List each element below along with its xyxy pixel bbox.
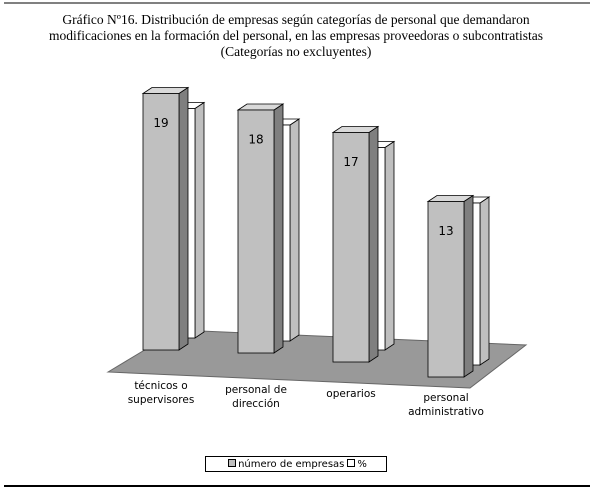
value-label: 18	[248, 133, 263, 147]
bar	[332, 132, 370, 363]
bar	[237, 109, 275, 354]
bar-side	[289, 118, 300, 342]
bar-side	[384, 140, 395, 351]
value-label: 17	[343, 155, 358, 169]
chart-title: Gráfico Nº16. Distribución de empresas s…	[48, 12, 544, 59]
legend-label: número de empresas	[238, 459, 345, 470]
bar-side	[178, 86, 189, 351]
legend-swatch	[347, 459, 356, 467]
legend-label: %	[357, 459, 367, 470]
legend-swatch	[228, 459, 237, 467]
bar-side	[273, 103, 284, 354]
value-label: 19	[153, 116, 168, 130]
bar	[142, 93, 180, 351]
x-tick-label: personal administrativo	[408, 392, 484, 418]
bar-side	[479, 196, 490, 366]
bar-side	[194, 101, 205, 339]
x-tick-label: operarios	[326, 388, 376, 400]
bar-side	[463, 194, 474, 378]
x-tick-label: personal de dirección	[225, 384, 287, 410]
legend: número de empresas%	[205, 456, 387, 472]
x-tick-label: técnicos o supervisores	[127, 380, 195, 406]
value-label: 13	[438, 224, 453, 238]
bar	[427, 201, 465, 378]
bar-side	[368, 125, 379, 363]
